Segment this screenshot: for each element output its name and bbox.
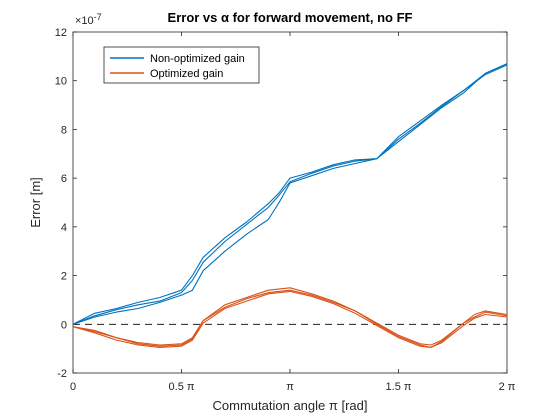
y-axis-label: Error [m] [28, 177, 43, 228]
y-tick-label: 10 [55, 76, 67, 88]
x-tick-label: 0.5 π [169, 381, 195, 393]
series-group [73, 63, 507, 348]
series-line-2-trace-2 [73, 290, 507, 348]
y-tick-label: 0 [61, 319, 67, 331]
y-tick-label: 2 [61, 271, 67, 283]
x-tick-label: 2 π [499, 381, 516, 393]
y-exponent-power: -7 [94, 12, 102, 22]
series-line-1-trace-2 [73, 64, 507, 325]
y-tick-label: 6 [61, 173, 67, 185]
x-tick-label: π [286, 381, 294, 393]
y-tick-label: 8 [61, 124, 67, 136]
legend-label-2: Optimized gain [150, 68, 223, 80]
y-tick-label: -2 [57, 368, 67, 380]
x-axis-label: Commutation angle π [rad] [213, 398, 368, 413]
series-line-1-trace-1 [73, 63, 507, 325]
legend-box [103, 46, 260, 84]
legend-label-1: Non-optimized gain [150, 53, 245, 65]
x-tick-label: 1.5 π [386, 381, 412, 393]
series-line-2-trace-3 [73, 289, 507, 348]
series-line-1-trace-3 [73, 63, 507, 325]
x-tick-label: 0 [70, 381, 76, 393]
y-tick-label: 4 [61, 222, 67, 234]
chart-title: Error vs α for forward movement, no FF [168, 10, 413, 25]
y-tick-label: 12 [55, 27, 67, 39]
series-line-2-trace-1 [73, 287, 507, 346]
